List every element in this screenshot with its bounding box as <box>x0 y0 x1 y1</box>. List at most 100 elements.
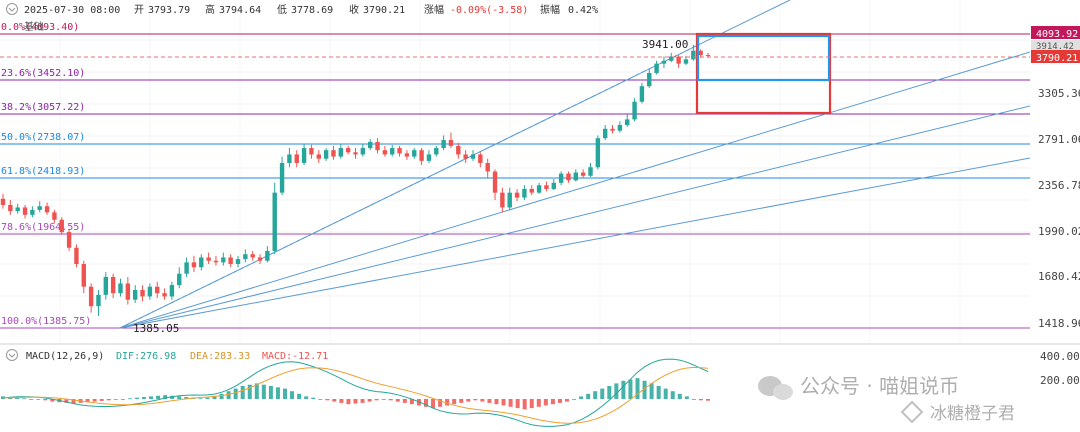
macd-bar <box>134 397 139 399</box>
macd-bar <box>22 398 27 400</box>
fib-label: 100.0%(1385.75) <box>1 316 91 327</box>
candle-body <box>514 192 520 198</box>
macd-bar <box>360 399 365 403</box>
macd-collapse-icon[interactable] <box>6 349 18 361</box>
candle-body <box>59 219 64 233</box>
diamond-icon <box>900 400 924 424</box>
ohlc-header: 2025-07-30 08:00 开 3793.79 高 3794.64 低 3… <box>6 3 598 33</box>
candle-body <box>331 150 336 157</box>
fan-line <box>119 157 1030 329</box>
candle-body <box>235 259 241 264</box>
candle-body <box>257 257 263 261</box>
candle-body <box>22 207 28 215</box>
candle-body <box>353 152 358 155</box>
macd-bar <box>50 399 55 402</box>
header-high-label: 高 <box>205 3 215 16</box>
macd-bar <box>85 399 90 403</box>
fibonacci-levels: 0.0%(4093.40) 23.6%(3452.10) 38.2%(3057.22… <box>0 22 1030 329</box>
price-tick: 1680.42 <box>1038 270 1080 283</box>
macd-pane <box>1 358 710 427</box>
macd-bar <box>318 399 323 400</box>
macd-bar <box>614 383 619 399</box>
candle-body <box>375 141 380 151</box>
macd-bar <box>219 393 224 399</box>
macd-bar <box>163 395 168 399</box>
candle-body <box>279 162 285 193</box>
candle-body <box>676 56 681 64</box>
macd-bar <box>283 388 287 399</box>
macd-bar <box>565 399 569 402</box>
macd-bar <box>268 386 273 399</box>
macd-bar <box>684 396 689 399</box>
header-datetime: 2025-07-30 08:00 <box>24 5 120 16</box>
candle-body <box>338 148 344 157</box>
target-box-red[interactable] <box>695 32 832 115</box>
macd-bar <box>381 399 386 400</box>
candle-body <box>463 154 468 159</box>
candle-body <box>103 276 109 295</box>
candle-body <box>66 232 72 248</box>
macd-bar <box>247 384 252 399</box>
price-tick: 4093.92 <box>1036 29 1078 40</box>
target-box-blue[interactable] <box>696 34 831 82</box>
macd-bar <box>367 399 372 402</box>
candle-body <box>683 59 689 64</box>
price-tick: 1418.96 <box>1038 317 1080 330</box>
candle-body <box>595 138 601 168</box>
watermark-text-1: 公众号 · 喵姐说币 <box>800 374 959 398</box>
macd-value-label: MACD:-12.71 <box>262 351 328 362</box>
macd-bar <box>445 399 450 406</box>
wechat-icon <box>758 376 793 400</box>
candle-body <box>81 263 86 287</box>
candle-body <box>169 285 175 297</box>
candle-body <box>573 172 579 181</box>
candle-body <box>529 188 534 193</box>
candle-body <box>360 148 366 155</box>
fib-label: 38.2%(3057.22) <box>1 102 85 113</box>
candle-body <box>37 206 42 210</box>
candle-body <box>610 128 615 131</box>
candle-body <box>30 209 35 215</box>
candle-body <box>0 198 6 205</box>
trend-dashed-line <box>119 43 701 329</box>
macd-bar <box>579 396 584 399</box>
price-tick: 3305.36 <box>1038 87 1080 100</box>
candle-body <box>580 172 586 176</box>
macd-bar <box>424 399 428 407</box>
macd-bar <box>642 380 647 399</box>
price-tick: 3790.21 <box>1036 53 1078 64</box>
macd-bar <box>557 399 562 403</box>
candle-body <box>456 145 461 155</box>
candle-body <box>426 154 432 161</box>
price-tick: 2356.78 <box>1038 179 1080 192</box>
fan-line <box>119 105 1030 329</box>
candle-body <box>243 254 248 260</box>
macd-bar <box>409 399 414 405</box>
header-amplitude-label: 振幅 <box>540 3 560 16</box>
candle-body <box>309 148 314 155</box>
fib-label: 50.0%(2738.07) <box>1 132 85 143</box>
macd-bar <box>438 399 443 407</box>
macd-bar <box>670 391 675 399</box>
candle-body <box>184 262 189 274</box>
price-tick: 3914.42 <box>1036 42 1074 52</box>
dea-label: DEA:283.33 <box>190 351 250 362</box>
macd-bar <box>466 399 471 402</box>
header-high: 3794.64 <box>219 5 261 16</box>
candle-body <box>632 101 637 120</box>
candle-body <box>522 188 527 198</box>
candle-body <box>639 86 645 102</box>
macd-bar <box>142 397 146 399</box>
candle-body <box>110 276 116 294</box>
candle-body <box>412 150 417 157</box>
chevron-down-icon[interactable] <box>6 3 18 15</box>
macd-bar <box>184 397 189 399</box>
macd-bar <box>698 399 703 401</box>
macd-bar <box>706 399 710 401</box>
macd-bar <box>494 399 499 405</box>
macd-bar <box>205 397 210 399</box>
macd-bar <box>325 399 330 401</box>
macd-bar <box>621 380 626 399</box>
candle-body <box>602 128 608 139</box>
